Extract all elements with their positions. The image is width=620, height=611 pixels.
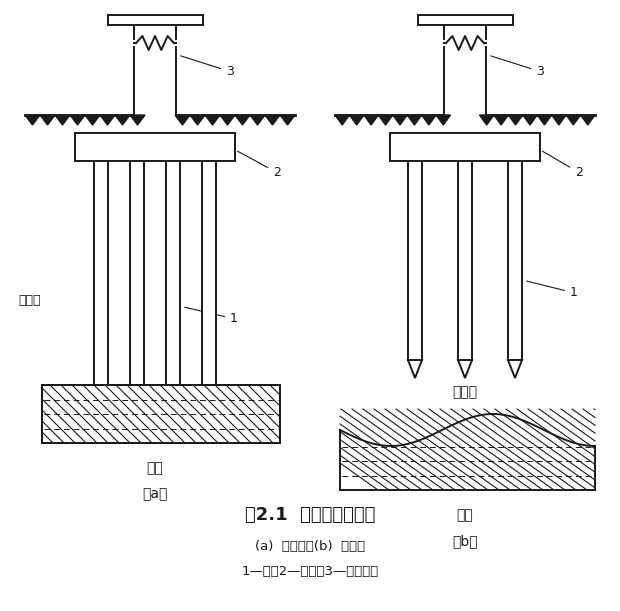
Bar xyxy=(202,161,216,385)
Text: 图2.1  端承桩与摩擦桩: 图2.1 端承桩与摩擦桩 xyxy=(245,506,375,524)
Polygon shape xyxy=(235,115,250,125)
Bar xyxy=(390,133,540,161)
Polygon shape xyxy=(335,115,350,125)
Bar xyxy=(458,161,472,360)
Polygon shape xyxy=(175,115,190,125)
Polygon shape xyxy=(552,115,566,125)
Polygon shape xyxy=(436,115,451,125)
Polygon shape xyxy=(422,115,436,125)
Bar xyxy=(130,161,144,385)
Polygon shape xyxy=(580,115,595,125)
Text: 软土层: 软土层 xyxy=(453,385,477,399)
Polygon shape xyxy=(407,115,422,125)
Polygon shape xyxy=(508,115,523,125)
Bar xyxy=(107,15,203,25)
Text: 软土层: 软土层 xyxy=(18,293,40,307)
Text: （b）: （b） xyxy=(452,534,478,548)
Polygon shape xyxy=(340,414,595,490)
Polygon shape xyxy=(205,115,220,125)
Bar xyxy=(42,385,280,443)
Polygon shape xyxy=(350,115,364,125)
Polygon shape xyxy=(40,115,55,125)
Text: 2: 2 xyxy=(542,151,583,179)
Polygon shape xyxy=(393,115,407,125)
Text: 硬层: 硬层 xyxy=(146,461,164,475)
Polygon shape xyxy=(55,115,70,125)
Text: 3: 3 xyxy=(490,56,544,78)
Polygon shape xyxy=(537,115,552,125)
Polygon shape xyxy=(479,115,494,125)
Polygon shape xyxy=(508,360,522,378)
Polygon shape xyxy=(100,115,115,125)
Polygon shape xyxy=(265,115,280,125)
Polygon shape xyxy=(85,115,100,125)
Polygon shape xyxy=(523,115,537,125)
Polygon shape xyxy=(364,115,378,125)
Polygon shape xyxy=(408,360,422,378)
Polygon shape xyxy=(378,115,393,125)
Polygon shape xyxy=(25,115,40,125)
Bar xyxy=(75,133,235,161)
Bar xyxy=(508,161,522,360)
Polygon shape xyxy=(130,115,145,125)
Bar xyxy=(408,161,422,360)
Bar xyxy=(94,161,108,385)
Polygon shape xyxy=(70,115,85,125)
Polygon shape xyxy=(280,115,295,125)
Text: 1—桩；2—承台；3—上部结构: 1—桩；2—承台；3—上部结构 xyxy=(241,565,379,578)
Text: 2: 2 xyxy=(237,151,281,179)
Polygon shape xyxy=(566,115,580,125)
Polygon shape xyxy=(190,115,205,125)
Polygon shape xyxy=(494,115,508,125)
Polygon shape xyxy=(250,115,265,125)
Polygon shape xyxy=(458,360,472,378)
Polygon shape xyxy=(115,115,130,125)
Bar xyxy=(417,15,513,25)
Text: 1: 1 xyxy=(527,281,578,299)
Polygon shape xyxy=(220,115,235,125)
Bar xyxy=(166,161,180,385)
Text: 3: 3 xyxy=(180,56,234,78)
Text: (a)  端承桩；(b)  摩擦桩: (a) 端承桩；(b) 摩擦桩 xyxy=(255,540,365,553)
Text: 1: 1 xyxy=(185,307,238,325)
Bar xyxy=(42,385,280,443)
Text: （a）: （a） xyxy=(143,487,167,501)
Text: 硬层: 硬层 xyxy=(456,508,474,522)
